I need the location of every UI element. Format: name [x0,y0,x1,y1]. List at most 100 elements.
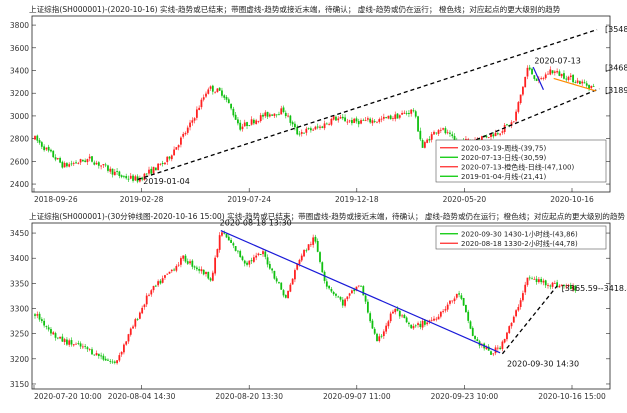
candle [337,116,340,123]
candle-body [455,293,458,298]
legend-box [435,139,607,183]
x-tick-label: 2020-07-20 10:00 [34,392,102,401]
candle-body [77,162,80,164]
candle-body [430,134,433,140]
candle [91,156,93,163]
candle-body [154,285,157,287]
candle [451,300,454,304]
candle [255,118,258,125]
candle-body [355,286,358,291]
candle [515,109,517,124]
candle-body [462,297,465,306]
candle [398,310,401,319]
candle [563,70,565,80]
candle-body [243,122,246,127]
candle [414,324,417,328]
candle [330,286,333,293]
candle-body [113,171,116,176]
candle [508,325,511,334]
candle-body [278,114,280,116]
candle-body [526,277,529,285]
x-tick-label: 2020-10-16 [550,195,594,204]
candle-body [68,340,71,345]
candle [437,128,440,136]
candle-body [319,126,321,128]
candle [307,244,310,251]
candle [168,156,171,161]
candle-body [417,323,419,325]
candle-body [177,145,180,148]
candle-body [182,133,185,137]
candle-body [309,244,312,246]
candle-body [56,158,59,160]
x-tick-label: 2020-10-16 15:00 [538,392,606,401]
candle [182,131,185,139]
candle [294,268,296,283]
candle [180,136,182,148]
candle-body [492,134,495,137]
legend-label: 2020-09-30 1430-1小时线-(43,86) [461,229,578,238]
candle [442,127,445,131]
candle-body [148,294,150,296]
candle-body [141,177,144,180]
candle-body [506,124,508,126]
candle [430,132,433,143]
candle-body [526,67,529,77]
candle-body [321,126,324,128]
annotation-label: 2019-01-04 [143,177,190,186]
candle-body [88,349,91,350]
candle-body [193,118,196,121]
candle [54,331,57,341]
candle [278,111,280,116]
candle-body [221,90,223,96]
candle-body [332,116,335,120]
candle-body [485,135,488,138]
candle-body [91,349,93,355]
chart-panel-2: 上证综指(SH000001)-(30分钟线图-2020-10-16 15:00)… [10,211,627,401]
candle-body [346,296,349,300]
candle-body [574,82,577,83]
candle [170,269,173,273]
candle-body [166,273,169,275]
candle [234,245,237,252]
candle [141,176,144,182]
candle-body [435,132,438,134]
candle [528,275,531,281]
candle-body [369,118,372,123]
candle [70,337,73,347]
candle-body [250,260,253,262]
candle-body [382,331,385,337]
candle [535,78,538,82]
candle [405,316,408,324]
candle [250,257,253,265]
candle [118,170,121,179]
x-tick-label: 2020-05-20 [443,195,487,204]
candle [421,138,424,148]
candle [360,118,362,125]
candle-body [567,284,570,287]
candle [284,110,287,119]
candle-body [380,335,383,337]
candle-body [378,119,381,122]
candle-body [405,317,408,323]
candle [522,290,524,302]
candle [218,232,221,253]
candle [157,279,160,288]
candle [574,80,577,84]
candle-body [433,318,435,321]
candle-body [97,353,100,357]
candle [111,168,114,178]
candle [492,132,495,139]
candles [34,64,595,184]
candle-body [332,291,335,295]
candle [465,304,467,314]
candle-body [446,132,449,134]
candle [339,296,342,302]
candle [56,337,59,340]
candle [410,324,413,329]
candle [134,174,137,181]
candle [282,288,285,298]
candle-body [437,316,440,320]
candle [567,283,570,288]
candle-body [316,126,319,128]
